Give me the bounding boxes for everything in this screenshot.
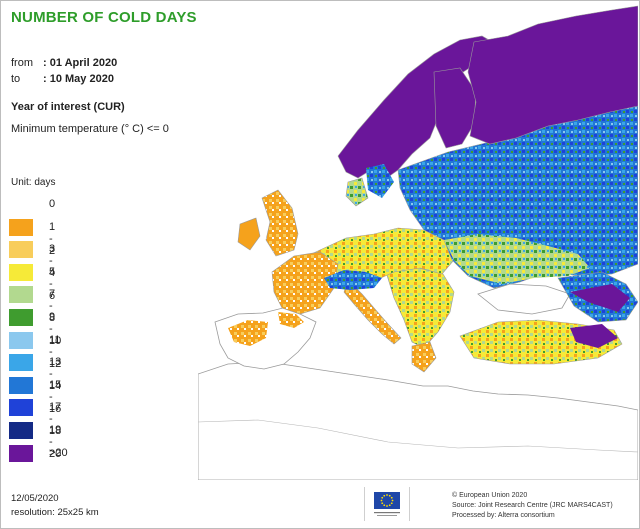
italy-region xyxy=(343,279,402,345)
legend-swatch xyxy=(9,376,33,394)
period-block: from : 01 April 2020 to : 10 May 2020 xyxy=(11,55,117,87)
legend-swatch xyxy=(9,241,33,259)
eu-flag-icon xyxy=(374,492,400,516)
legend-unit: Unit: days xyxy=(11,177,56,188)
legend-label: 5 - 6 xyxy=(49,265,56,302)
eu-star-icon xyxy=(388,494,391,497)
black-sea xyxy=(477,283,571,315)
eu-star-icon xyxy=(390,502,393,505)
legend-label: 3 - 4 xyxy=(49,243,56,280)
map-date: 12/05/2020 xyxy=(11,493,59,504)
to-value: : 10 May 2020 xyxy=(43,73,114,85)
north-africa-region xyxy=(198,361,638,480)
north-africa-inland-border xyxy=(198,419,638,453)
legend-label: >20 xyxy=(49,446,68,459)
eu-star-icon xyxy=(390,496,393,499)
legend-label: 0 xyxy=(49,198,56,210)
eu-star-icon xyxy=(381,496,384,499)
iberia-cold-patch xyxy=(228,320,268,346)
to-label: to xyxy=(11,73,21,85)
eu-star-icon xyxy=(380,499,383,502)
legend-swatch xyxy=(9,196,33,213)
pyrenees-cold-patch xyxy=(278,312,304,328)
eu-star-icon xyxy=(383,494,386,497)
credits: © European Union 2020 Source: Joint Rese… xyxy=(452,491,613,521)
legend-swatch xyxy=(9,263,33,281)
legend-label: 7 - 8 xyxy=(49,288,56,325)
legend-label: 17 - 18 xyxy=(49,401,62,438)
ukraine-region xyxy=(444,234,590,284)
southern-sweden-region xyxy=(366,164,394,198)
greece-region xyxy=(411,341,437,373)
eu-star-icon xyxy=(381,502,384,505)
legend-swatch xyxy=(9,354,33,372)
eu-star-icon xyxy=(383,504,386,507)
legend-swatch xyxy=(9,308,33,326)
legend-swatch xyxy=(9,218,33,236)
year-of-interest: Year of interest (CUR) xyxy=(11,101,125,113)
eu-star-icon xyxy=(386,494,388,496)
caucasus-cold-ridge xyxy=(570,284,630,312)
map-resolution: resolution: 25x25 km xyxy=(11,507,99,518)
eu-star-icon xyxy=(391,499,394,502)
eu-star-icon xyxy=(386,505,388,507)
finland-russia-region xyxy=(433,67,477,149)
processed-line: Processed by: Alterra consortium xyxy=(452,512,555,519)
legend-swatch xyxy=(9,286,33,304)
legend-label: 15 - 16 xyxy=(49,378,62,415)
great-britain-region xyxy=(261,189,299,257)
anatolia-cold-patch xyxy=(570,324,618,348)
france-region xyxy=(271,251,339,315)
legend-swatch xyxy=(9,399,33,417)
page-title: NUMBER OF COLD DAYS xyxy=(11,9,197,26)
iberia-region xyxy=(214,307,317,370)
parameter-label: Minimum temperature (° C) <= 0 xyxy=(11,123,169,135)
legend-label: 9 - 10 xyxy=(49,310,62,347)
legend-label: 13 - 14 xyxy=(49,356,62,393)
legend-swatch xyxy=(9,331,33,349)
legend-swatch xyxy=(9,444,33,462)
northern-russia-region xyxy=(467,5,638,145)
eu-star-icon xyxy=(388,504,391,507)
europe-map xyxy=(198,5,638,480)
legend-label: 19 - 20 xyxy=(49,423,62,460)
from-label: from xyxy=(11,57,33,69)
ireland-region xyxy=(237,217,261,251)
from-value: : 01 April 2020 xyxy=(43,57,118,69)
source-line: Source: Joint Research Centre (JRC MARS4… xyxy=(452,502,613,509)
eu-logo xyxy=(364,487,410,521)
legend-swatch xyxy=(9,421,33,439)
legend-label: 1 - 2 xyxy=(49,220,56,257)
copyright-line: © European Union 2020 xyxy=(452,492,528,499)
denmark-region xyxy=(345,177,369,207)
legend-label: 11 - 12 xyxy=(49,333,62,370)
alps-region xyxy=(324,270,382,290)
